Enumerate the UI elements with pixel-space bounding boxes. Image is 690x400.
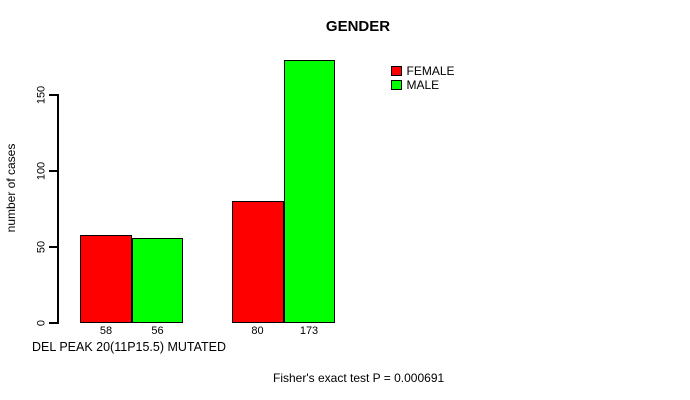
y-axis-tick-label-100: 100 <box>35 161 48 181</box>
x-axis-label: DEL PEAK 20(11P15.5) MUTATED <box>32 339 227 354</box>
bar-female-group1 <box>80 234 132 323</box>
legend-item-female: FEMALE <box>391 64 455 78</box>
bar-value-label-male-group2: 173 <box>299 325 319 337</box>
y-axis-tick-label-0: 0 <box>35 319 48 327</box>
legend: FEMALE MALE <box>391 64 455 92</box>
male-color-swatch <box>391 79 402 91</box>
legend-label-male: MALE <box>406 78 440 92</box>
bar-value-label-female-group2: 80 <box>251 325 264 337</box>
legend-label-female: FEMALE <box>406 64 455 78</box>
bar-male-group2 <box>283 60 335 323</box>
y-axis-tick-label-50: 50 <box>35 240 48 254</box>
y-axis-tick-0 <box>49 322 58 324</box>
bar-male-group1 <box>131 237 183 323</box>
y-axis-tick-50 <box>49 246 58 248</box>
y-axis-tick-100 <box>49 170 58 172</box>
y-axis-tick-label-150: 150 <box>35 85 48 105</box>
legend-item-male: MALE <box>391 78 455 92</box>
y-axis-label: number of cases <box>4 143 18 233</box>
bar-female-group2 <box>232 201 284 323</box>
female-color-swatch <box>391 65 402 77</box>
bar-value-label-female-group1: 58 <box>99 325 113 337</box>
bar-value-label-male-group1: 56 <box>151 325 164 337</box>
y-axis-line <box>57 93 59 324</box>
fisher-test-annotation: Fisher's exact test P = 0.000691 <box>273 371 445 385</box>
chart-title: GENDER <box>325 18 391 35</box>
y-axis-tick-150 <box>49 94 58 96</box>
